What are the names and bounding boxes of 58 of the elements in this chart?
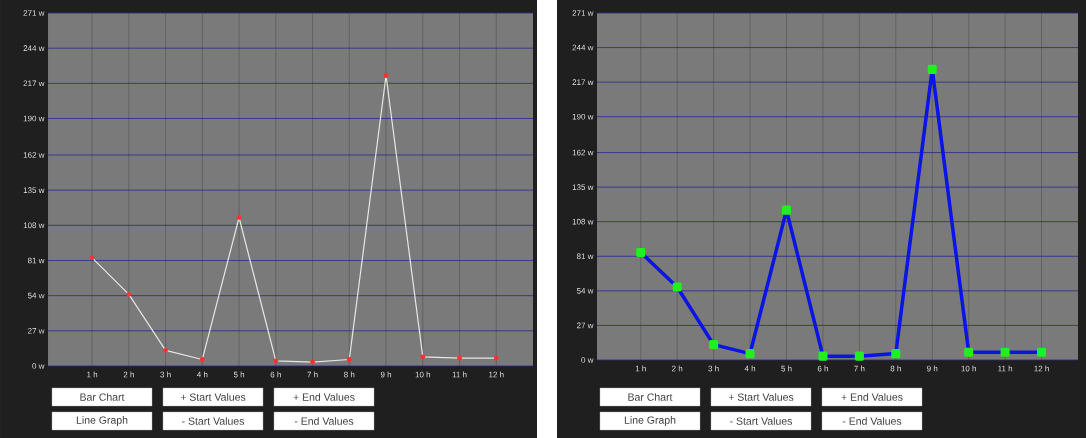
text: - End Values	[842, 417, 902, 425]
y-tick-label: 190 w	[572, 113, 594, 120]
x-tick-label: 8 h	[344, 371, 355, 378]
y-tick-label: 0 w	[581, 357, 594, 363]
x-tick-label: 11 h	[998, 365, 1013, 372]
x-tick-label: 7 h	[854, 365, 865, 372]
text: + Start Values	[728, 393, 794, 401]
text: - End Values	[294, 417, 354, 425]
x-tick-label: 5 h	[233, 371, 245, 378]
x-tick-label: 6 h	[270, 371, 281, 378]
x-tick-label: 7 h	[307, 371, 318, 378]
x-tick-label: 3 h	[160, 371, 171, 378]
y-tick-label: 271 w	[23, 10, 45, 16]
x-tick-label: 1 h	[87, 371, 98, 378]
text: Line Graph	[76, 416, 128, 426]
text: - Start Values	[730, 417, 793, 425]
text: + End Values	[293, 393, 355, 401]
x-tick-label: 10 h	[961, 365, 976, 372]
y-tick-label: 162 w	[23, 152, 45, 158]
y-tick-label: 190 w	[23, 115, 45, 122]
x-tick-label: 4 h	[196, 371, 208, 378]
y-tick-label: 162 w	[572, 149, 594, 156]
x-tick-label: 2 h	[123, 371, 134, 378]
x-tick-label: 6 h	[817, 365, 828, 372]
x-tick-label: 1 h	[635, 365, 646, 372]
x-tick-label: 5 h	[781, 365, 792, 372]
y-tick-label: 271 w	[572, 10, 594, 16]
y-tick-label: 217 w	[572, 79, 594, 85]
x-tick-label: 3 h	[708, 365, 719, 372]
y-tick-label: 244 w	[572, 44, 594, 51]
y-tick-label: 54 w	[576, 288, 594, 294]
text: - Start Values	[182, 417, 245, 425]
x-tick-label: 11 h	[452, 371, 467, 378]
y-tick-label: 81 w	[27, 257, 45, 264]
text: + Start Values	[180, 393, 246, 401]
y-tick-label: 81 w	[576, 253, 594, 260]
x-tick-label: 8 h	[890, 365, 901, 372]
text: Line Graph	[624, 416, 676, 426]
y-tick-label: 27 w	[27, 328, 45, 334]
y-tick-label: 108 w	[23, 222, 45, 229]
y-tick-label: 54 w	[27, 292, 45, 299]
y-tick-label: 135 w	[23, 187, 45, 193]
x-tick-label: 4 h	[744, 365, 756, 372]
text: Bar Chart	[628, 393, 673, 401]
y-tick-label: 244 w	[23, 45, 45, 51]
y-tick-label: 217 w	[23, 80, 45, 87]
x-tick-label: 12 h	[489, 371, 504, 378]
y-tick-label: 27 w	[576, 322, 594, 329]
x-tick-label: 9 h	[380, 371, 392, 378]
text: + End Values	[841, 393, 903, 401]
x-tick-label: 12 h	[1034, 365, 1049, 372]
x-tick-label: 10 h	[415, 371, 431, 378]
x-tick-label: 2 h	[672, 365, 683, 372]
text: Bar Chart	[80, 393, 125, 401]
y-tick-label: 135 w	[572, 184, 594, 190]
y-tick-label: 0 w	[32, 363, 45, 369]
x-tick-label: 9 h	[927, 365, 938, 372]
y-tick-label: 108 w	[572, 218, 594, 225]
